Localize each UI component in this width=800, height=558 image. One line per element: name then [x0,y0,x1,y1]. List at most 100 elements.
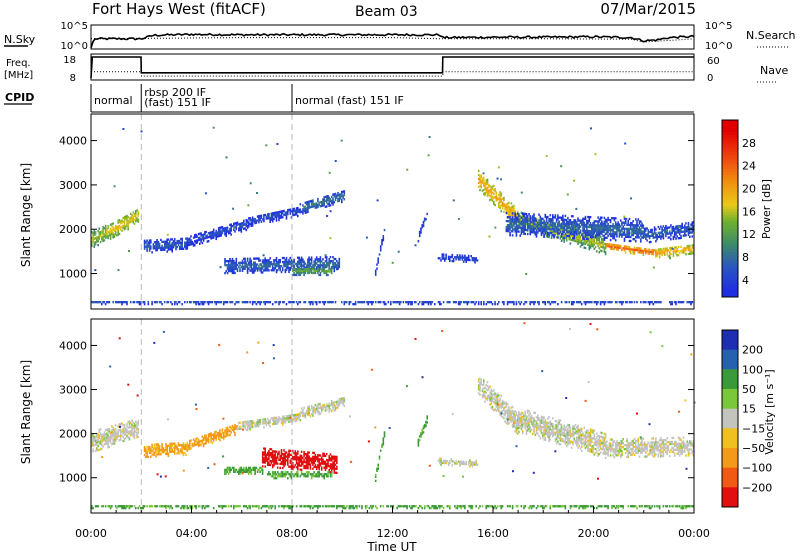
heatmap-cell [258,221,260,223]
heatmap-cell [184,452,186,454]
heatmap-cell [555,216,557,218]
heatmap-cell [690,303,692,305]
heatmap-cell [339,404,341,406]
heatmap-cell [553,234,555,236]
heatmap-cell [213,229,215,231]
heatmap-cell [576,233,578,235]
heatmap-cell [208,441,210,443]
heatmap-cell [267,267,269,269]
heatmap-cell [138,215,140,217]
heatmap-cell [624,218,626,220]
heatmap-cell [627,222,629,224]
heatmap-cell [185,454,187,456]
heatmap-cell [307,209,309,211]
cpid-segment-label-2: (fast) 151 IF [144,96,211,109]
heatmap-cell [443,253,445,255]
heatmap-cell [524,227,526,229]
heatmap-cell [286,257,288,259]
heatmap-cell [517,228,519,230]
heatmap-cell [580,301,582,303]
heatmap-cell [308,272,310,274]
heatmap-cell [293,475,295,477]
heatmap-cell [335,262,337,264]
heatmap-cell [336,468,338,470]
heatmap-cell [222,232,224,234]
heatmap-cell [311,258,313,260]
heatmap-cell [670,238,672,240]
heatmap-cell [634,301,636,303]
heatmap-cell [545,301,547,303]
heatmap-cell [251,262,253,264]
heatmap-cell [203,240,205,242]
heatmap-cell [367,303,369,305]
heatmap-cell [597,301,599,303]
heatmap-cell [259,259,261,261]
heatmap-cell [230,431,232,433]
colorbar-swatch [722,203,738,206]
heatmap-cell [308,451,310,453]
heatmap-cell [243,467,245,469]
heatmap-cell [279,467,281,469]
heatmap-cell [501,194,503,196]
heatmap-cell [532,225,534,227]
heatmap-cell [653,303,655,305]
heatmap-cell [418,303,420,305]
heatmap-cell [212,301,214,303]
heatmap-cell [516,234,518,236]
heatmap-cell [601,250,603,252]
heatmap-cell [189,442,191,444]
heatmap-cell [664,252,666,254]
colorbar-tick-label: 4 [742,274,749,287]
heatmap-cell [203,445,205,447]
heatmap-cell [331,270,333,272]
heatmap-cell [227,272,229,274]
heatmap-cell [181,303,183,305]
heatmap-cell [663,233,665,235]
heatmap-cell [621,230,623,232]
heatmap-cell [259,419,261,421]
heatmap-cell [310,467,312,469]
freq-frame [91,54,694,80]
heatmap-cell [672,248,674,250]
heatmap-cell [557,236,559,238]
heatmap-cell [259,421,261,423]
heatmap-cell [344,397,346,399]
heatmap-cell [254,471,256,473]
heatmap-cell [567,194,569,196]
heatmap-cell [287,213,289,215]
heatmap-cell [248,225,250,227]
heatmap-cell [344,399,346,401]
heatmap-cell [517,217,519,219]
heatmap-cell [215,439,217,441]
heatmap-cell [383,237,385,239]
noise-search-line [91,38,694,42]
heatmap-cell [548,226,550,228]
heatmap-cell [596,303,598,305]
heatmap-cell [301,451,303,453]
heatmap-cell [264,465,266,467]
heatmap-cell [592,236,594,238]
heatmap-cell [302,259,304,261]
heatmap-cell [279,301,281,303]
heatmap-cell [298,257,300,259]
heatmap-cell [323,453,325,455]
heatmap-cell [326,258,328,260]
heatmap-cell [281,449,283,451]
heatmap-cell [529,217,531,219]
heatmap-cell [233,226,235,228]
heatmap-cell [543,220,545,222]
heatmap-cell [629,218,631,220]
heatmap-cell [277,463,279,465]
heatmap-cell [542,218,544,220]
heatmap-cell [115,428,117,430]
heatmap-cell [524,233,526,235]
heatmap-cell [259,303,261,305]
heatmap-cell [513,207,515,209]
heatmap-cell [175,248,177,250]
heatmap-cell [445,258,447,260]
heatmap-cell [516,301,518,303]
heatmap-cell [545,303,547,305]
heatmap-cell [385,303,387,305]
heatmap-cell [115,231,117,233]
